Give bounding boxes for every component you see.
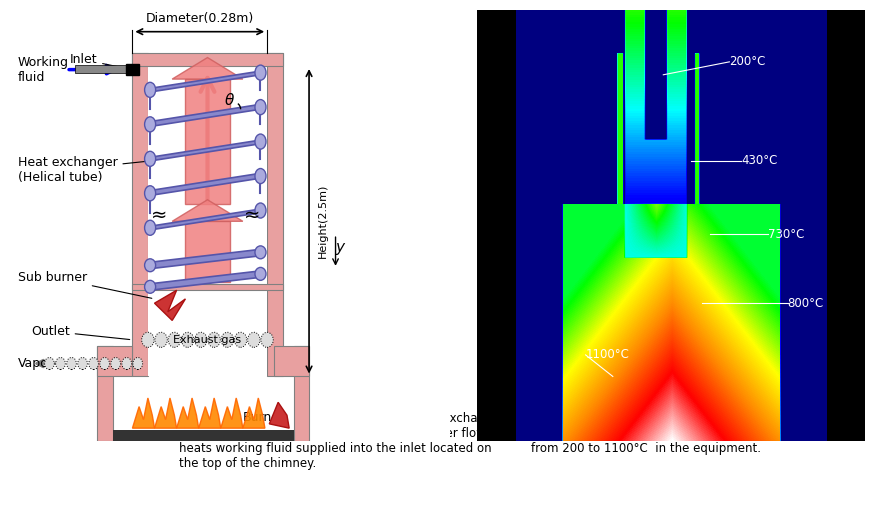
Text: Height(2.5m): Height(2.5m) xyxy=(318,184,328,259)
Ellipse shape xyxy=(78,357,87,370)
Text: Working
fluid: Working fluid xyxy=(18,56,69,84)
Ellipse shape xyxy=(88,357,99,370)
Ellipse shape xyxy=(100,357,109,370)
Ellipse shape xyxy=(255,99,266,115)
Bar xyxy=(75,65,128,73)
Text: Burner: Burner xyxy=(243,411,285,424)
Text: 430°C: 430°C xyxy=(741,155,777,167)
Ellipse shape xyxy=(255,246,266,259)
Ellipse shape xyxy=(168,332,181,347)
Ellipse shape xyxy=(261,332,273,347)
Polygon shape xyxy=(150,139,265,161)
Ellipse shape xyxy=(145,259,155,272)
Ellipse shape xyxy=(221,332,233,347)
Bar xyxy=(274,346,309,376)
Text: 730°C: 730°C xyxy=(768,228,804,241)
Text: ≈: ≈ xyxy=(151,205,167,224)
Ellipse shape xyxy=(195,332,208,347)
Text: Vapor: Vapor xyxy=(18,357,54,370)
Ellipse shape xyxy=(235,332,247,347)
Ellipse shape xyxy=(145,82,155,97)
Ellipse shape xyxy=(247,332,260,347)
Text: Fig. 2: Fig. 2 xyxy=(483,412,515,425)
Polygon shape xyxy=(155,398,177,428)
Polygon shape xyxy=(199,398,221,428)
Ellipse shape xyxy=(255,168,266,184)
Ellipse shape xyxy=(145,151,155,166)
Text: θ: θ xyxy=(225,93,234,108)
Ellipse shape xyxy=(45,357,55,370)
Text: Outlet: Outlet xyxy=(31,324,130,340)
Polygon shape xyxy=(177,398,199,428)
Ellipse shape xyxy=(145,280,155,293)
Bar xyxy=(132,284,283,290)
Polygon shape xyxy=(185,221,230,281)
Text: 800°C: 800°C xyxy=(788,297,824,310)
Polygon shape xyxy=(147,174,260,195)
Ellipse shape xyxy=(67,357,77,370)
Ellipse shape xyxy=(155,332,168,347)
Text: Inlet: Inlet xyxy=(70,53,130,69)
Polygon shape xyxy=(132,398,155,428)
Ellipse shape xyxy=(255,203,266,218)
Ellipse shape xyxy=(208,332,221,347)
Text: Exhaust gas: Exhaust gas xyxy=(173,335,242,345)
Polygon shape xyxy=(172,57,243,79)
Ellipse shape xyxy=(141,332,155,347)
Polygon shape xyxy=(150,249,260,269)
Ellipse shape xyxy=(122,357,132,370)
Bar xyxy=(132,53,283,66)
Bar xyxy=(113,430,294,441)
Ellipse shape xyxy=(255,65,266,80)
Text: Sub burner: Sub burner xyxy=(18,271,152,298)
Ellipse shape xyxy=(182,332,194,347)
Polygon shape xyxy=(150,208,265,230)
Bar xyxy=(132,53,148,376)
Text: 1100°C: 1100°C xyxy=(585,348,630,361)
Ellipse shape xyxy=(145,117,155,132)
Ellipse shape xyxy=(255,134,266,149)
Bar xyxy=(148,53,268,376)
Text: 200°C: 200°C xyxy=(729,55,766,68)
Polygon shape xyxy=(269,403,290,428)
Text: Diameter(0.28m): Diameter(0.28m) xyxy=(146,12,254,25)
Polygon shape xyxy=(147,105,260,126)
Bar xyxy=(126,64,140,75)
Text: Fig. 1: Fig. 1 xyxy=(131,412,162,425)
Text: y: y xyxy=(336,240,344,255)
Ellipse shape xyxy=(255,267,266,280)
Text: Temperature distributions in the combustion
furnace; The exhaust gas temperature: Temperature distributions in the combust… xyxy=(532,412,804,455)
Text: Equipment of combustion furnace with heat exchanger
of a helical tube; The exhau: Equipment of combustion furnace with hea… xyxy=(178,412,504,470)
Polygon shape xyxy=(150,70,265,92)
Text: Heat exchanger
(Helical tube): Heat exchanger (Helical tube) xyxy=(18,156,147,184)
Polygon shape xyxy=(172,200,243,221)
Polygon shape xyxy=(221,398,243,428)
Bar xyxy=(294,346,309,441)
Ellipse shape xyxy=(133,357,143,370)
Ellipse shape xyxy=(56,357,65,370)
Ellipse shape xyxy=(145,220,155,235)
Ellipse shape xyxy=(111,357,120,370)
Text: ≈: ≈ xyxy=(244,205,260,224)
Polygon shape xyxy=(243,398,265,428)
Polygon shape xyxy=(155,290,185,320)
Bar xyxy=(97,346,132,376)
Polygon shape xyxy=(150,271,260,290)
Ellipse shape xyxy=(145,186,155,201)
Bar xyxy=(97,346,113,441)
Bar xyxy=(268,53,283,376)
Polygon shape xyxy=(185,79,230,204)
